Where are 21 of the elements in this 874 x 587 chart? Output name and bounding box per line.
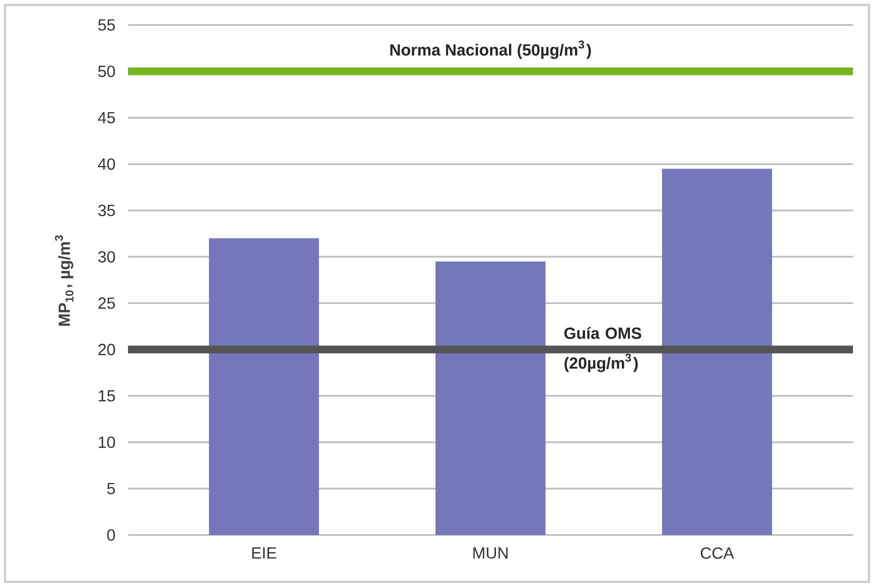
bar (436, 261, 546, 535)
x-tick-label: CCA (700, 547, 734, 559)
y-tick-label: 55 (98, 19, 115, 31)
y-tick-label: 50 (98, 66, 115, 78)
y-tick-label: 35 (98, 204, 115, 216)
x-tick-label: EIE (252, 547, 276, 559)
ref-line-label: Guía OMS (20µg/m$^{3}$) (564, 326, 642, 372)
y-tick-label: 25 (98, 297, 115, 309)
y-tick-label: 5 (107, 482, 115, 494)
y-tick-label: 0 (107, 529, 115, 541)
y-tick-label: 45 (98, 112, 115, 124)
y-tick-label: 30 (98, 251, 115, 263)
y-tick-label: 10 (98, 436, 115, 448)
y-tick-label: 40 (98, 158, 115, 170)
bar (662, 168, 772, 535)
y-tick-label: 15 (98, 390, 115, 402)
ref-line-label: Norma Nacional (50µg/m$^{3}$) (390, 40, 591, 59)
y-axis-title: MP$_{10}$, µg/m$^{3}$ (54, 235, 74, 326)
x-tick-label: MUN (473, 547, 508, 559)
y-tick-label: 20 (98, 344, 115, 356)
bar (208, 238, 319, 535)
